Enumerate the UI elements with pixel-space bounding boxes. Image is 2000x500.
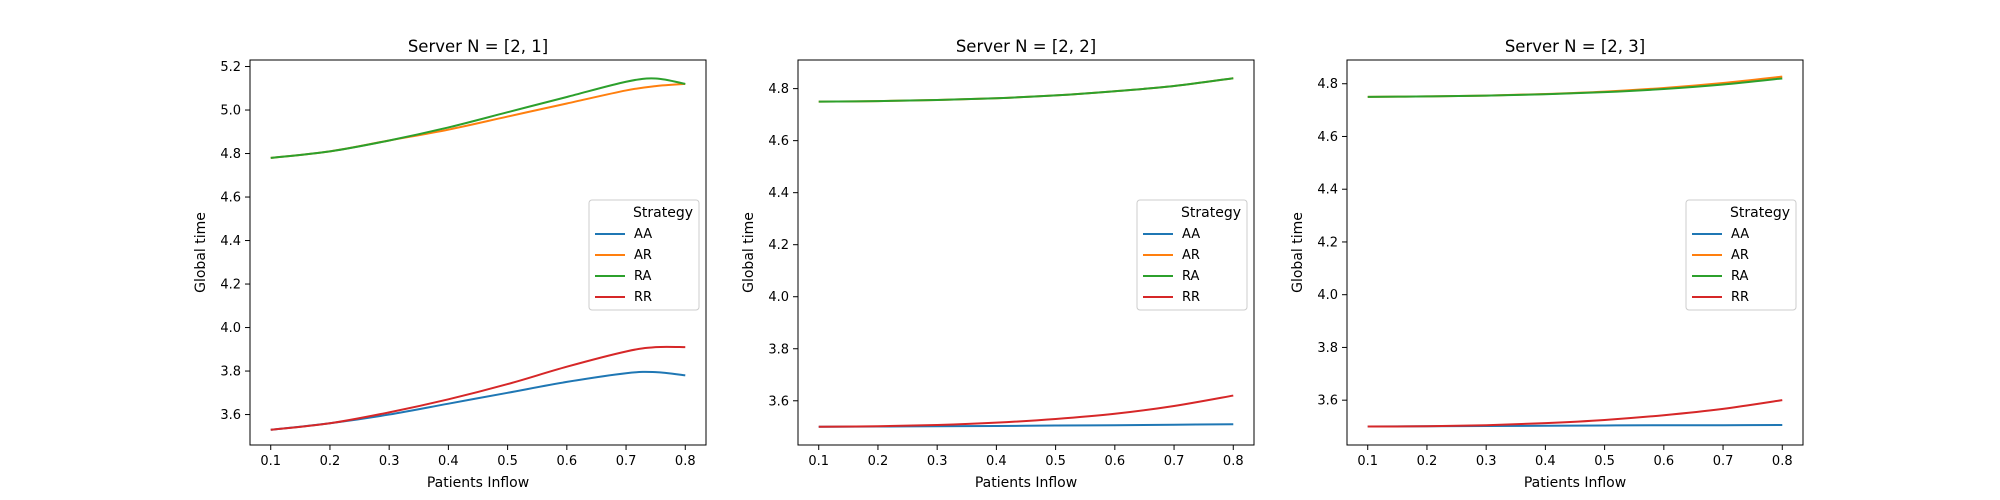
y-tick-label: 4.8 <box>220 147 241 162</box>
y-tick-label: 4.4 <box>220 234 241 249</box>
y-tick-label: 4.4 <box>1317 183 1338 198</box>
y-tick-label: 3.6 <box>1317 394 1338 409</box>
y-tick-label: 3.8 <box>220 365 241 380</box>
x-tick-label: 0.2 <box>320 454 341 469</box>
series-line-rr <box>1367 399 1783 428</box>
x-tick-label: 0.1 <box>260 454 281 469</box>
plot-area-frame <box>797 59 1255 446</box>
legend-label-rr: RR <box>1731 290 1749 305</box>
chart-title: Server N = [2, 1] <box>408 37 548 56</box>
x-tick-label: 0.3 <box>379 454 400 469</box>
y-tick-label: 5.2 <box>220 60 241 75</box>
legend: Strategy AA AR RA RR <box>1685 199 1797 311</box>
x-tick-label: 0.6 <box>556 454 577 469</box>
legend-label-ar: AR <box>1182 248 1200 263</box>
y-tick-label: 4.6 <box>1317 130 1338 145</box>
y-axis-label: Global time <box>741 212 757 293</box>
x-axis-label: Patients Inflow <box>975 475 1077 491</box>
y-tick-label: 4.0 <box>768 290 789 305</box>
legend-label-ar: AR <box>634 248 652 263</box>
x-tick-label: 0.7 <box>616 454 637 469</box>
x-tick-label: 0.5 <box>497 454 518 469</box>
y-axis-label: Global time <box>193 212 209 293</box>
x-axis-label: Patients Inflow <box>1524 475 1626 491</box>
x-tick-label: 0.5 <box>1045 454 1066 469</box>
legend-label-aa: AA <box>634 227 652 242</box>
chart-panel-1: Server N = [2, 1] 0.1 0.2 0.3 0.4 0.5 0.6 0.7 0.… <box>193 37 707 491</box>
legend-label-rr: RR <box>634 290 652 305</box>
legend-box <box>1136 199 1248 311</box>
y-tick-label: 3.8 <box>768 342 789 357</box>
legend-label-ra: RA <box>634 269 652 284</box>
chart-title: Server N = [2, 3] <box>1505 37 1645 56</box>
x-tick-label: 0.8 <box>1223 454 1244 469</box>
x-tick-label: 0.8 <box>675 454 696 469</box>
series-line-aa <box>270 370 686 431</box>
legend-label-ar: AR <box>1731 248 1749 263</box>
y-tick-label: 4.0 <box>220 321 241 336</box>
series-line-ra <box>818 77 1234 103</box>
y-tick-label: 4.2 <box>220 278 241 293</box>
x-tick-label: 0.1 <box>808 454 829 469</box>
y-tick-label: 4.6 <box>220 191 241 206</box>
x-tick-label: 0.7 <box>1713 454 1734 469</box>
y-tick-label: 4.6 <box>768 134 789 149</box>
y-tick-label: 4.4 <box>768 186 789 201</box>
legend-box <box>588 199 700 311</box>
y-tick-label: 4.8 <box>1317 77 1338 92</box>
series-line-rr <box>270 345 686 431</box>
x-tick-label: 0.2 <box>868 454 889 469</box>
series-line-rr <box>818 394 1234 428</box>
y-tick-label: 3.6 <box>768 394 789 409</box>
y-axis-label: Global time <box>1290 212 1306 293</box>
legend-label-aa: AA <box>1182 227 1200 242</box>
legend: Strategy AA AR RA RR <box>1136 199 1248 311</box>
x-tick-label: 0.6 <box>1104 454 1125 469</box>
series-line-ra <box>1367 77 1783 98</box>
legend-label-rr: RR <box>1182 290 1200 305</box>
x-tick-label: 0.2 <box>1417 454 1438 469</box>
x-tick-label: 0.7 <box>1164 454 1185 469</box>
series-line-ar <box>818 77 1234 103</box>
legend-label-aa: AA <box>1731 227 1749 242</box>
y-tick-label: 4.2 <box>768 238 789 253</box>
x-tick-label: 0.5 <box>1594 454 1615 469</box>
y-tick-label: 4.0 <box>1317 288 1338 303</box>
legend-label-ra: RA <box>1182 269 1200 284</box>
x-tick-label: 0.4 <box>1535 454 1556 469</box>
y-tick-label: 4.8 <box>768 82 789 97</box>
plot-area-frame <box>249 59 707 446</box>
plot-area-frame <box>1346 59 1804 446</box>
x-tick-label: 0.3 <box>927 454 948 469</box>
y-tick-label: 3.8 <box>1317 341 1338 356</box>
x-tick-label: 0.3 <box>1476 454 1497 469</box>
legend: Strategy AA AR RA RR <box>588 199 700 311</box>
x-tick-label: 0.4 <box>438 454 459 469</box>
chart-panel-3: Server N = [2, 3] 0.1 0.2 0.3 0.4 0.5 0.6 0.7 0.… <box>1290 37 1804 491</box>
x-tick-label: 0.6 <box>1653 454 1674 469</box>
chart-panel-2: Server N = [2, 2] 0.1 0.2 0.3 0.4 0.5 0.6 0.7 0.… <box>741 37 1255 491</box>
chart-title: Server N = [2, 2] <box>956 37 1096 56</box>
y-tick-label: 5.0 <box>220 104 241 119</box>
y-tick-label: 4.2 <box>1317 235 1338 250</box>
x-tick-label: 0.8 <box>1772 454 1793 469</box>
legend-box <box>1685 199 1797 311</box>
legend-title: Strategy <box>1181 205 1241 221</box>
y-tick-label: 3.6 <box>220 408 241 423</box>
legend-title: Strategy <box>633 205 693 221</box>
x-axis-label: Patients Inflow <box>427 475 529 491</box>
series-line-ra <box>270 77 686 159</box>
x-tick-label: 0.4 <box>986 454 1007 469</box>
legend-label-ra: RA <box>1731 269 1749 284</box>
legend-title: Strategy <box>1730 205 1790 221</box>
x-tick-label: 0.1 <box>1357 454 1378 469</box>
